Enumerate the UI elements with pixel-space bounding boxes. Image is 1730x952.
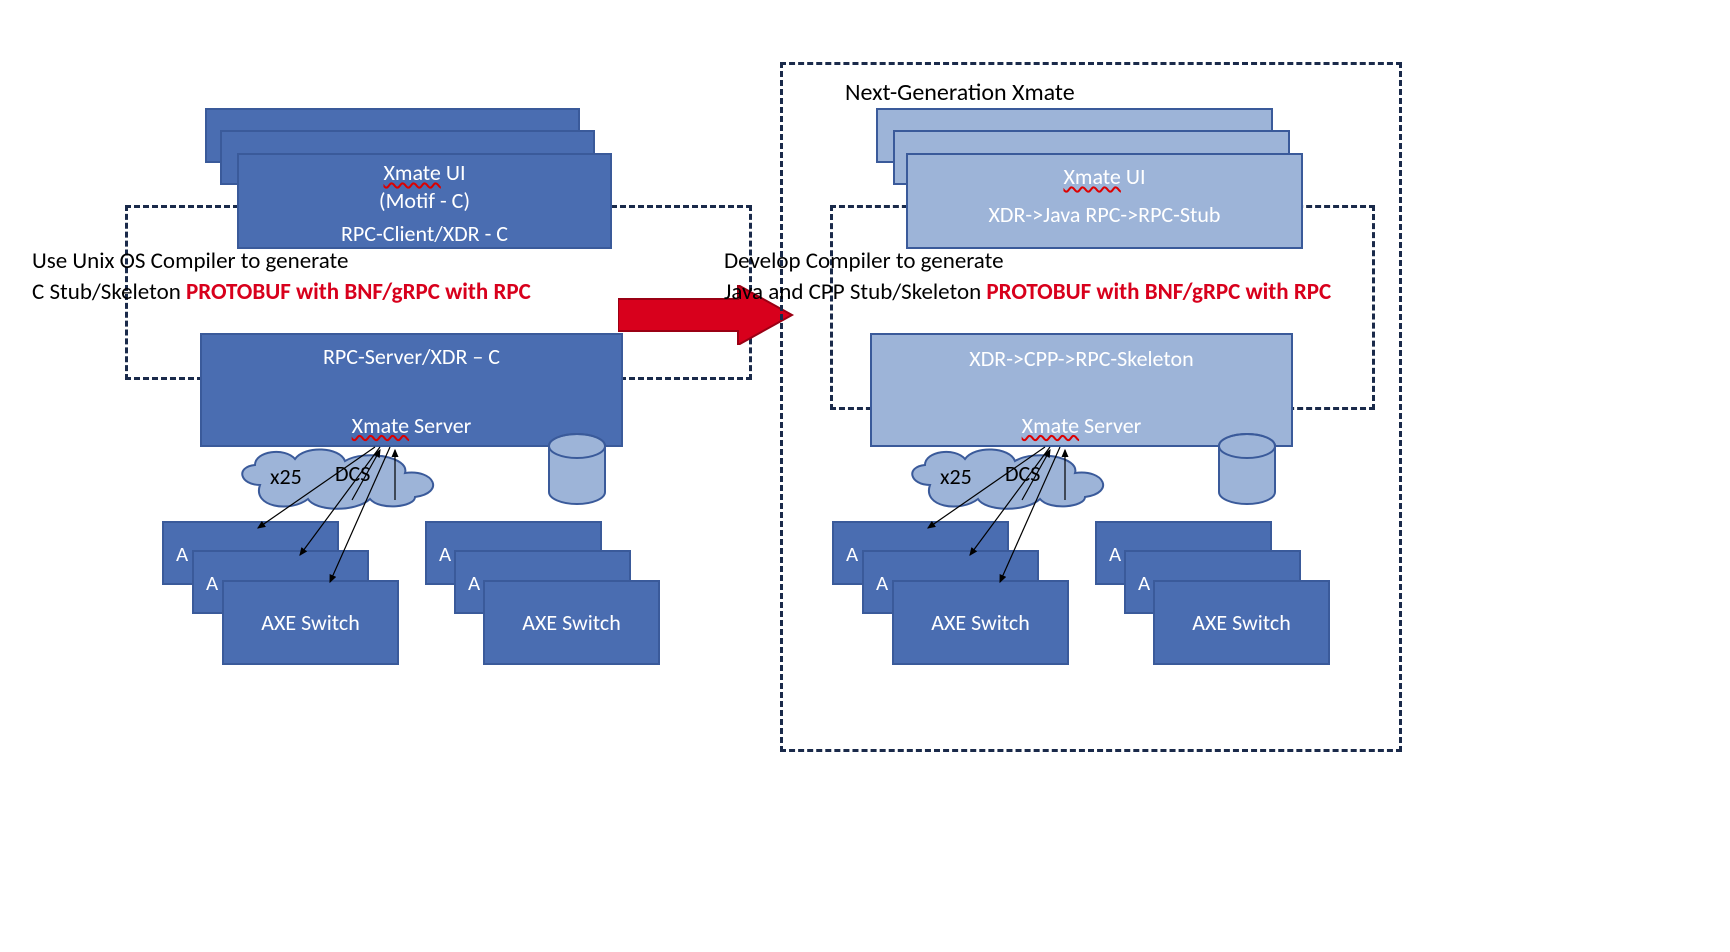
right-header: Next-Generation Xmate (845, 78, 1075, 107)
left-cylinder-icon (547, 432, 607, 512)
right-axe-b3: AXE Switch (1153, 580, 1330, 665)
left-axe-a-label: AXE Switch (224, 609, 397, 637)
left-server-box: RPC-Server/XDR – C Xmate Server (200, 333, 623, 447)
right-ui-rpc: XDR->Java RPC->RPC-Stub (908, 201, 1301, 229)
right-cylinder-icon (1217, 432, 1277, 512)
left-caption: Use Unix OS Compiler to generate C Stub/… (32, 246, 531, 308)
right-cloud-dcs: DCS (1005, 460, 1040, 487)
right-axe-b-label: AXE Switch (1155, 609, 1328, 637)
right-caption-line2: Java and CPP Stub/Skeleton PROTOBUF with… (724, 277, 1331, 308)
left-ui-box-3: Xmate UI (Motif - C) RPC-Client/XDR - C (237, 153, 612, 249)
right-axe-a3: AXE Switch (892, 580, 1069, 665)
right-axe-a-label: AXE Switch (894, 609, 1067, 637)
right-caption-line1: Develop Compiler to generate (724, 246, 1331, 277)
right-caption: Develop Compiler to generate Java and CP… (724, 246, 1331, 308)
left-caption-line1: Use Unix OS Compiler to generate (32, 246, 531, 277)
left-ui-subtitle: (Motif - C) (239, 187, 610, 215)
left-ui-title: Xmate UI (239, 159, 610, 187)
right-cloud-x25: x25 (940, 463, 972, 490)
right-ui-title: Xmate UI (908, 163, 1301, 191)
right-server-rpc: XDR->CPP->RPC-Skeleton (872, 345, 1291, 373)
left-ui-rpc: RPC-Client/XDR - C (239, 220, 610, 248)
left-caption-line2: C Stub/Skeleton PROTOBUF with BNF/gRPC w… (32, 277, 531, 308)
left-server-rpc: RPC-Server/XDR – C (202, 343, 621, 371)
right-server-box: XDR->CPP->RPC-Skeleton Xmate Server (870, 333, 1293, 447)
left-cloud-x25: x25 (270, 463, 302, 490)
left-axe-a3: AXE Switch (222, 580, 399, 665)
left-cloud-dcs: DCS (335, 460, 370, 487)
left-axe-b3: AXE Switch (483, 580, 660, 665)
left-axe-b-label: AXE Switch (485, 609, 658, 637)
right-ui-box-3: Xmate UI XDR->Java RPC->RPC-Stub (906, 153, 1303, 249)
